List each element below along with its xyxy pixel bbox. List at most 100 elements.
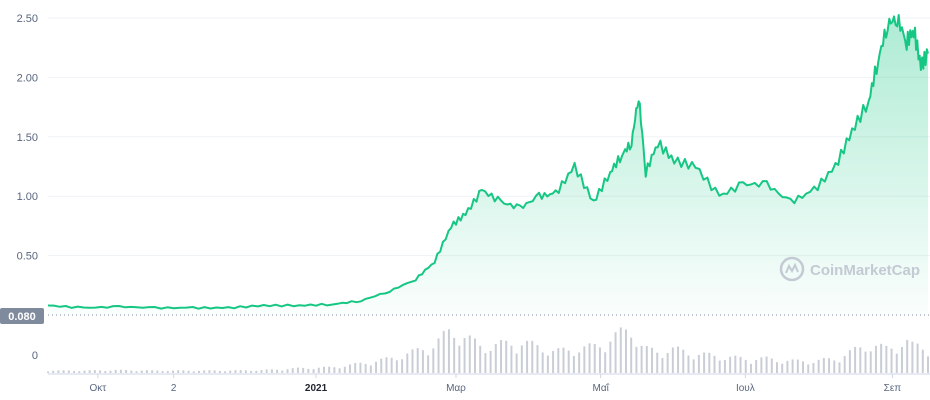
volume-bar [453,337,456,373]
volume-bar [473,338,476,373]
volume-bar [463,338,466,373]
volume-bar [484,353,487,373]
volume-bar [182,370,185,373]
volume-bar [906,339,909,373]
volume-bar [531,340,534,373]
volume-bar [812,363,815,373]
volume-bar [328,366,331,373]
volume-bar [895,353,898,373]
volume-bar [786,360,789,373]
volume-bar [661,358,664,373]
volume-bar [510,345,513,373]
volume-bar [572,356,575,373]
volume-bar [67,370,70,373]
volume-bar [93,370,96,373]
volume-bar [880,343,883,373]
y-tick-label: 2.00 [17,72,38,84]
volume-bar [171,370,174,373]
volume-bar [520,345,523,373]
volume-bar [369,365,372,373]
volume-bar [380,358,383,373]
volume-bar [244,370,247,373]
volume-bar [442,330,445,373]
volume-bar [161,371,164,373]
volume-bar [692,359,695,373]
volume-bar [703,352,706,373]
volume-bar [333,367,336,373]
volume-bar [500,340,503,373]
volume-bar [749,363,752,373]
volume-bar [229,370,232,373]
volume-bar [489,350,492,373]
x-tick-label: 2 [171,383,177,394]
volume-bar [307,368,310,373]
volume-bar [791,359,794,373]
volume-bar [822,358,825,373]
volume-bar [619,327,622,373]
volume-bar [546,355,549,373]
volume-bar [645,345,648,373]
volume-bar [385,357,388,373]
volume-bar [104,371,107,373]
volume-bar [130,370,133,373]
volume-bar [151,370,154,373]
x-tick-label: Σεπ [884,383,902,394]
x-tick-label: 2021 [305,383,328,394]
volume-bar [890,348,893,373]
volume-bar [416,348,419,373]
volume-bar [203,370,206,373]
volume-bar [859,347,862,373]
volume-bar [88,370,91,373]
volume-bar [349,364,352,373]
volume-bar [286,369,289,373]
volume-bar [885,345,888,373]
volume-bar [109,370,112,373]
volume-bar [281,370,284,373]
volume-bar [218,370,221,373]
volume-bar [432,348,435,373]
volume-bar [578,352,581,373]
volume-bar [828,358,831,373]
volume-bar [900,347,903,373]
volume-bar [869,351,872,373]
volume-bar [770,358,773,373]
volume-bar [567,350,570,373]
volume-bar [734,355,737,373]
volume-bar [78,371,81,373]
volume-bar [99,370,102,373]
volume-bar [296,367,299,373]
volume-bars [47,327,929,373]
volume-bar [598,347,601,373]
x-tick-label: Μαΐ [592,382,609,394]
volume-bar [458,345,461,373]
volume-bar [255,370,258,373]
volume-bar [364,363,367,373]
volume-bar [421,350,424,373]
volume-bar [927,356,929,373]
volume-bar [140,370,143,373]
price-line [47,14,929,310]
current-price-label: 0.080 [8,311,36,323]
volume-bar [526,340,529,373]
volume-bar [505,340,508,373]
volume-bar [390,357,393,373]
volume-bar [322,366,325,373]
volume-bar [874,345,877,373]
volume-bar [411,349,414,373]
volume-bar [921,349,924,373]
y-tick-label: 0 [32,350,38,362]
volume-bar [187,370,190,373]
volume-bar [250,370,253,373]
volume-bar [640,345,643,373]
current-price-badge: 0.080 [0,308,44,324]
volume-bar [583,346,586,373]
volume-bar [739,356,742,373]
volume-bar [614,332,617,373]
volume-bar [177,370,180,373]
volume-bar [57,370,60,373]
x-tick-label: Ιουλ [736,383,755,394]
x-axis: Οκτ 2 2021 Μαρ Μαΐ Ιουλ Σεπ [89,374,901,394]
volume-bar [552,351,555,373]
volume-bar [651,347,654,373]
